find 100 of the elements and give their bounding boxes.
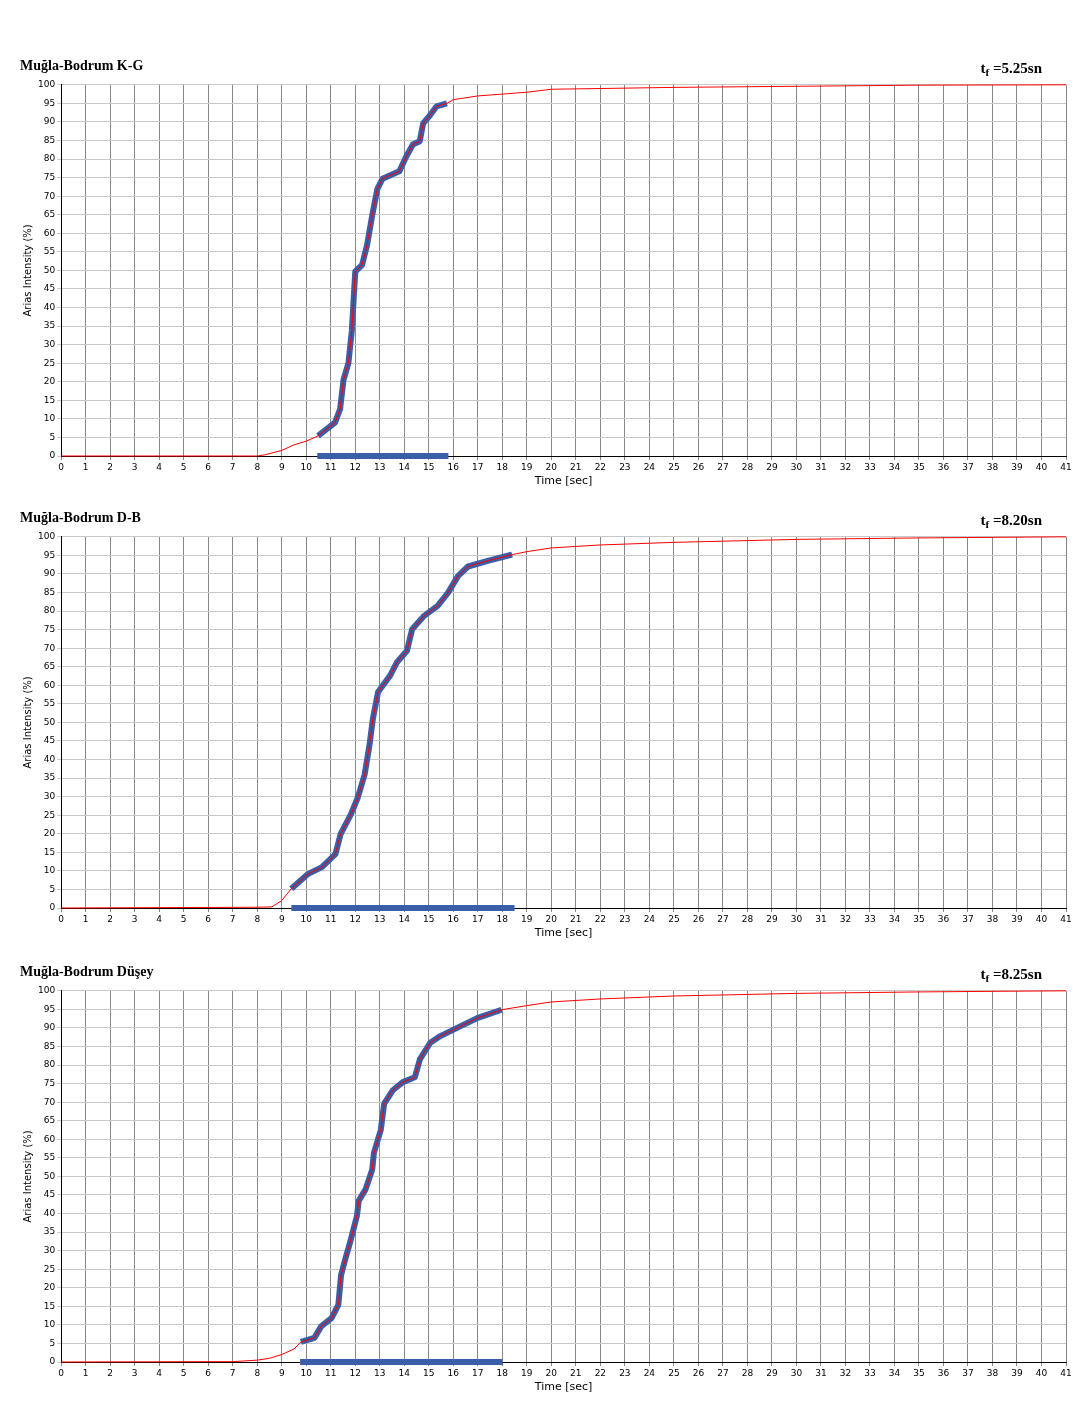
x-tick-label: 39 <box>1011 1367 1023 1378</box>
x-tick-label: 41 <box>1060 461 1072 472</box>
chart-title: Muğla-Bodrum Düşey <box>20 964 154 980</box>
y-tick-label: 85 <box>43 134 56 145</box>
y-tick-label: 50 <box>43 264 56 275</box>
x-tick-label: 37 <box>962 1367 974 1378</box>
x-tick-label: 40 <box>1035 1367 1048 1378</box>
x-tick-label: 27 <box>717 913 729 924</box>
y-tick-label: 40 <box>43 1207 56 1218</box>
y-tick-label: 35 <box>43 772 56 783</box>
y-tick-label: 65 <box>43 661 56 672</box>
x-tick-label: 18 <box>496 461 509 472</box>
y-tick-label: 55 <box>43 698 56 709</box>
x-tick-label: 8 <box>254 461 261 472</box>
y-tick-label: 20 <box>43 1282 56 1293</box>
x-tick-label: 34 <box>888 461 901 472</box>
x-tick-label: 9 <box>278 913 285 924</box>
x-tick-label: 19 <box>521 461 533 472</box>
x-tick-label: 14 <box>398 461 411 472</box>
x-tick-label: 6 <box>205 913 212 924</box>
x-tick-label: 10 <box>300 913 313 924</box>
x-tick-label: 3 <box>131 913 138 924</box>
y-tick-label: 45 <box>43 283 56 294</box>
x-tick-label: 29 <box>766 1367 778 1378</box>
y-tick-label: 75 <box>43 171 56 182</box>
x-tick-label: 13 <box>374 461 386 472</box>
x-tick-label: 33 <box>864 461 876 472</box>
y-tick-label: 100 <box>37 79 56 90</box>
x-tick-label: 17 <box>472 461 484 472</box>
x-tick-label: 31 <box>815 1367 827 1378</box>
y-tick-label: 10 <box>43 1319 56 1330</box>
x-tick-label: 11 <box>325 461 337 472</box>
y-tick-label: 65 <box>43 1115 56 1126</box>
x-tick-label: 38 <box>986 1367 999 1378</box>
x-tick-label: 30 <box>790 1367 803 1378</box>
chart-title: Muğla-Bodrum K-G <box>20 58 144 74</box>
x-tick-label: 15 <box>423 461 435 472</box>
y-tick-label: 70 <box>43 642 56 653</box>
y-tick-label: 5 <box>49 431 56 442</box>
x-tick-label: 20 <box>545 461 558 472</box>
y-tick-label: 35 <box>43 1226 56 1237</box>
y-tick-label: 60 <box>43 227 56 238</box>
y-tick-label: 75 <box>43 1077 56 1088</box>
y-tick-label: 85 <box>43 1040 56 1051</box>
y-tick-label: 30 <box>43 338 56 349</box>
y-tick-label: 30 <box>43 790 56 801</box>
x-axis-title: Time [sec] <box>533 474 593 488</box>
x-tick-label: 17 <box>472 1367 484 1378</box>
x-tick-label: 16 <box>447 1367 460 1378</box>
x-tick-label: 26 <box>692 461 705 472</box>
x-tick-label: 0 <box>58 1367 65 1378</box>
x-tick-label: 19 <box>521 913 533 924</box>
y-tick-label: 90 <box>43 116 56 127</box>
y-tick-label: 25 <box>43 1263 56 1274</box>
y-tick-label: 80 <box>43 153 56 164</box>
x-tick-label: 28 <box>741 1367 754 1378</box>
x-tick-label: 4 <box>156 461 163 472</box>
x-tick-label: 2 <box>107 461 114 472</box>
x-tick-label: 21 <box>570 461 582 472</box>
x-tick-label: 21 <box>570 1367 582 1378</box>
x-tick-label: 34 <box>888 1367 901 1378</box>
x-tick-label: 2 <box>107 1367 114 1378</box>
x-tick-label: 22 <box>594 1367 607 1378</box>
x-tick-label: 32 <box>839 461 852 472</box>
x-tick-label: 9 <box>278 1367 285 1378</box>
y-axis-title: Arias Intensity (%) <box>21 1130 33 1223</box>
x-tick-label: 16 <box>447 461 460 472</box>
x-tick-label: 12 <box>349 1367 361 1378</box>
x-tick-label: 3 <box>131 1367 138 1378</box>
y-tick-label: 45 <box>43 735 56 746</box>
x-tick-label: 30 <box>790 461 803 472</box>
x-tick-label: 36 <box>937 913 950 924</box>
y-tick-label: 50 <box>43 716 56 727</box>
x-axis-title: Time [sec] <box>533 1380 593 1394</box>
y-tick-label: 95 <box>43 549 56 560</box>
x-tick-label: 18 <box>496 913 509 924</box>
y-tick-label: 95 <box>43 1003 56 1014</box>
y-tick-label: 5 <box>49 883 56 894</box>
x-tick-label: 35 <box>913 1367 925 1378</box>
y-tick-label: 65 <box>43 209 56 220</box>
y-tick-label: 55 <box>43 1152 56 1163</box>
x-tick-label: 13 <box>374 913 386 924</box>
x-tick-label: 5 <box>180 461 187 472</box>
y-tick-label: 40 <box>43 753 56 764</box>
y-tick-label: 60 <box>43 1133 56 1144</box>
x-tick-label: 20 <box>545 913 558 924</box>
x-tick-label: 38 <box>986 913 999 924</box>
y-tick-label: 90 <box>43 1022 56 1033</box>
x-tick-label: 41 <box>1060 913 1072 924</box>
y-tick-label: 0 <box>49 450 56 461</box>
x-tick-label: 37 <box>962 913 974 924</box>
x-tick-label: 23 <box>619 1367 631 1378</box>
x-tick-label: 40 <box>1035 461 1048 472</box>
x-tick-label: 4 <box>156 1367 163 1378</box>
y-tick-label: 60 <box>43 679 56 690</box>
chart-title: Muğla-Bodrum D-B <box>20 510 141 526</box>
x-tick-label: 25 <box>668 461 680 472</box>
y-tick-label: 0 <box>49 902 56 913</box>
x-tick-label: 28 <box>741 913 754 924</box>
x-tick-label: 21 <box>570 913 582 924</box>
